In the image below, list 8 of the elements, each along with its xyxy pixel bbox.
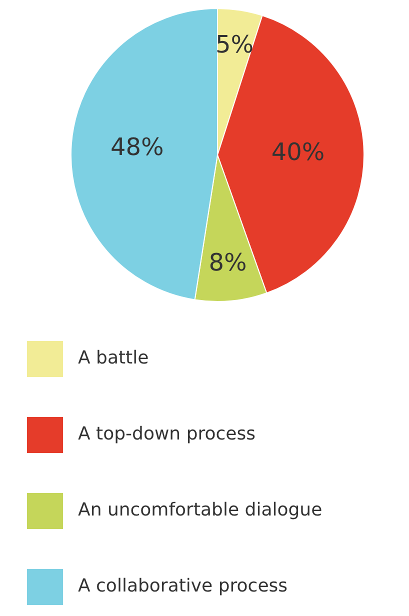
legend-label: A collaborative process [78, 576, 288, 597]
legend-label: A top-down process [78, 424, 256, 445]
legend-label: A battle [78, 348, 149, 369]
data-label: 48% [110, 132, 164, 161]
data-label: 5% [215, 30, 254, 59]
legend-label: An uncomfortable dialogue [78, 500, 322, 521]
data-label: 8% [208, 248, 247, 277]
data-label: 40% [271, 138, 325, 166]
